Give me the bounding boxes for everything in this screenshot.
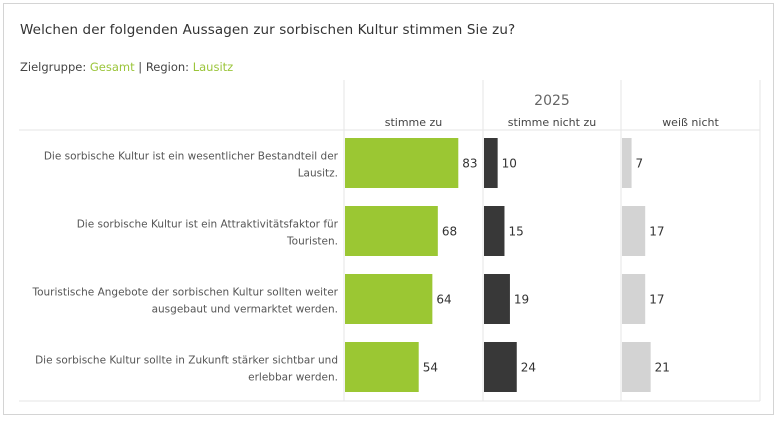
- value-label-disagree: 24: [521, 361, 536, 375]
- row-label-line: Die sorbische Kultur ist ein wesentliche…: [44, 151, 339, 163]
- value-labels: 83 68 64 54 10 15 19 24 7 17 17 21: [423, 157, 670, 375]
- row-label-line: Touristische Angebote der sorbischen Kul…: [31, 287, 338, 299]
- value-label-disagree: 15: [508, 225, 523, 239]
- bar-disagree: [484, 206, 505, 256]
- year-header: 2025: [534, 93, 570, 109]
- column-header-agree: stimme zu: [385, 116, 443, 129]
- row-label: Die sorbische Kultur ist ein wesentliche…: [44, 151, 339, 180]
- value-label-dont-know: 7: [636, 157, 644, 171]
- row-label: Die sorbische Kultur ist ein Attraktivit…: [77, 219, 339, 248]
- bar-dont-know: [622, 342, 651, 392]
- target-group-label: Zielgruppe:: [20, 60, 87, 74]
- value-label-agree: 64: [436, 293, 451, 307]
- bar-dont-know: [622, 138, 632, 188]
- value-label-agree: 54: [423, 361, 438, 375]
- bar-agree: [345, 342, 419, 392]
- bar-disagree: [484, 342, 517, 392]
- bar-dont-know: [622, 274, 646, 324]
- bar-disagree: [484, 274, 510, 324]
- value-label-dont-know: 21: [655, 361, 670, 375]
- value-label-disagree: 10: [502, 157, 517, 171]
- target-group-value[interactable]: Gesamt: [89, 60, 135, 74]
- row-label-line: Touristen.: [286, 236, 338, 248]
- value-label-agree: 68: [442, 225, 457, 239]
- chart-title: Welchen der folgenden Aussagen zur sorbi…: [20, 22, 516, 38]
- bar-agree: [345, 206, 438, 256]
- value-label-dont-know: 17: [649, 225, 664, 239]
- bar-disagree: [484, 138, 498, 188]
- row-label-line: Die sorbische Kultur ist ein Attraktivit…: [77, 219, 339, 231]
- row-label-line: Die sorbische Kultur sollte in Zukunft s…: [35, 355, 338, 367]
- column-headers: stimme zu stimme nicht zu weiß nicht: [385, 116, 720, 129]
- value-label-disagree: 19: [514, 293, 529, 307]
- bar-agree: [345, 138, 459, 188]
- value-label-dont-know: 17: [649, 293, 664, 307]
- value-label-agree: 83: [462, 157, 477, 171]
- filter-line: Zielgruppe: Gesamt | Region: Lausitz: [20, 60, 233, 74]
- row-label-line: Lausitz.: [298, 168, 338, 180]
- row-label: Die sorbische Kultur sollte in Zukunft s…: [35, 355, 338, 384]
- grid-lines: [19, 80, 761, 402]
- row-labels: Die sorbische Kultur ist ein wesentliche…: [31, 151, 338, 384]
- filter-separator: |: [138, 60, 143, 74]
- column-header-dont-know: weiß nicht: [662, 116, 719, 129]
- bar-agree: [345, 274, 433, 324]
- bars: [345, 138, 651, 392]
- column-header-disagree: stimme nicht zu: [508, 116, 596, 129]
- region-label: Region:: [145, 60, 190, 74]
- region-value[interactable]: Lausitz: [192, 60, 234, 74]
- row-label-line: ausgebaut und vermarktet werden.: [152, 304, 338, 316]
- bar-dont-know: [622, 206, 646, 256]
- row-label-line: erlebbar werden.: [248, 372, 338, 384]
- row-label: Touristische Angebote der sorbischen Kul…: [31, 287, 338, 316]
